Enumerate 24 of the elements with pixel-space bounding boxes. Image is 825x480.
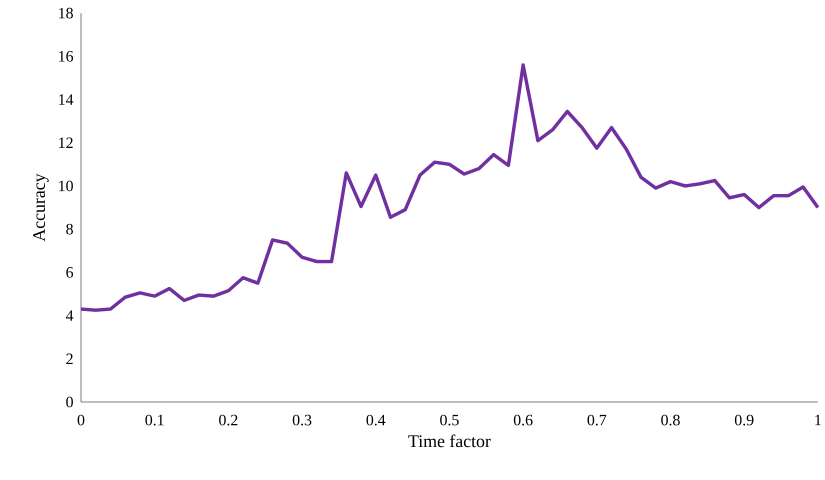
y-tick-label: 18 bbox=[59, 8, 73, 18]
y-tick-label: 14 bbox=[59, 94, 74, 105]
x-tick-label: 0.4 bbox=[366, 414, 386, 426]
x-tick-label: 0.2 bbox=[219, 414, 238, 426]
y-tick-label: 10 bbox=[59, 180, 73, 192]
x-tick-label: 0.8 bbox=[661, 414, 680, 426]
y-tick-label: 2 bbox=[66, 354, 73, 364]
y-tick-label: 0 bbox=[66, 396, 73, 408]
y-axis-title: Accuracy bbox=[33, 174, 49, 242]
x-axis-title: Time factor bbox=[408, 434, 491, 448]
line-series bbox=[79, 63, 820, 312]
y-tick-label: 16 bbox=[59, 51, 74, 62]
x-tick-label: 0 bbox=[78, 414, 84, 426]
x-tick-label: 0.1 bbox=[145, 414, 164, 426]
y-tick-label: 12 bbox=[59, 137, 73, 148]
x-tick-label: 0.7 bbox=[588, 414, 606, 426]
x-tick-label: 0.5 bbox=[440, 414, 459, 426]
y-tick-label: 6 bbox=[66, 267, 74, 278]
x-tick-label: 0.6 bbox=[514, 414, 533, 426]
x-tick-label: 1 bbox=[815, 414, 821, 426]
y-tick-label: 4 bbox=[66, 310, 74, 321]
y-tick-label: 8 bbox=[66, 224, 73, 234]
x-tick-label: 0.3 bbox=[292, 414, 312, 426]
x-tick-label: 0.9 bbox=[734, 414, 754, 426]
